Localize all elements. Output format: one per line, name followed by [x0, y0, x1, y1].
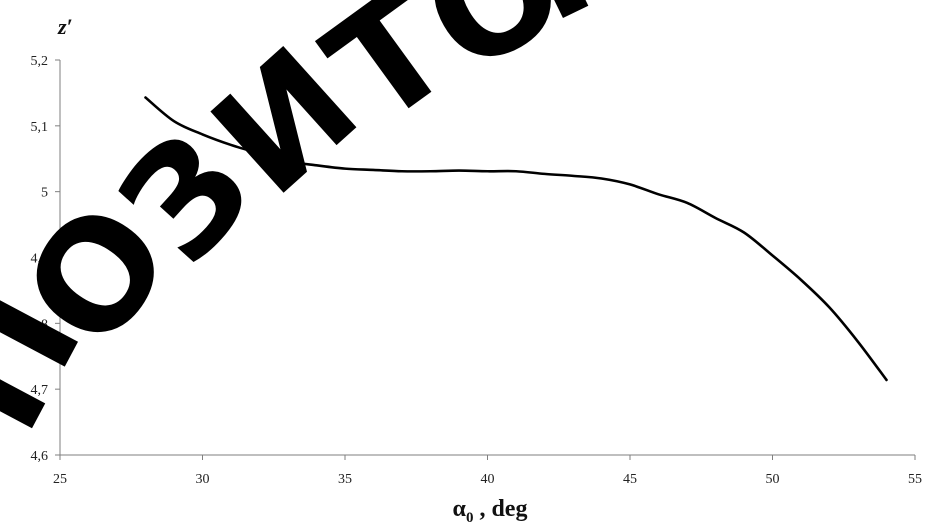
y-tick-label: 5,2	[31, 54, 49, 69]
x-axis-label-unit: , deg	[473, 496, 527, 522]
x-tick-label: 35	[338, 472, 352, 487]
x-axis-ticks: 25 30 35 40 45 50 55	[53, 455, 922, 487]
data-series	[144, 96, 888, 382]
y-axis-ticks: 4,6 4,7 4,8 4,9 5 5,1 5,2	[31, 54, 60, 464]
y-axis-label: z′	[57, 14, 73, 39]
y-tick-label: 5	[41, 186, 48, 201]
x-axis-label: α0 , deg	[453, 496, 528, 526]
x-axis-label-symbol: α	[453, 496, 467, 522]
x-tick-label: 25	[53, 472, 67, 487]
y-tick-label: 4,8	[31, 317, 49, 332]
x-tick-label: 30	[196, 472, 210, 487]
y-tick-label: 4,6	[31, 449, 49, 464]
x-tick-label: 40	[481, 472, 495, 487]
x-tick-label: 50	[766, 472, 780, 487]
y-tick-label: 4,9	[31, 252, 49, 267]
series-line	[144, 96, 888, 382]
y-tick-label: 4,7	[31, 383, 49, 398]
x-tick-label: 55	[908, 472, 922, 487]
x-axis-label-subscript: 0	[466, 510, 474, 526]
y-tick-label: 5,1	[31, 120, 49, 135]
watermark: ПОЗИТОР	[0, 0, 665, 457]
x-tick-label: 45	[623, 472, 637, 487]
